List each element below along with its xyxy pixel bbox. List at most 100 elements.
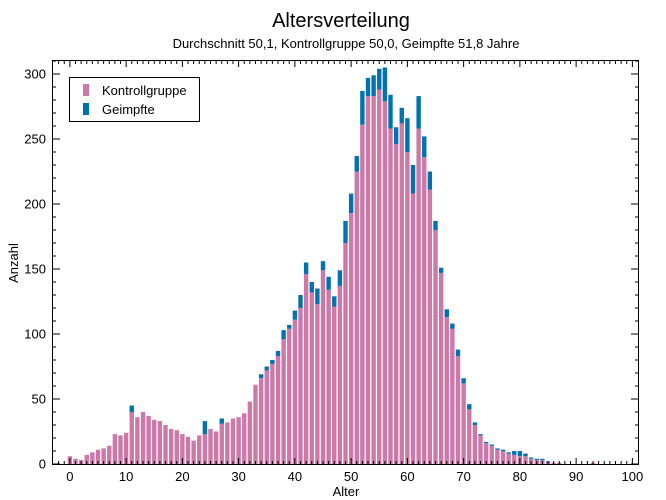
bar-kontrollgruppe-8 <box>112 434 118 464</box>
bar-kontrollgruppe-49 <box>343 243 348 464</box>
bar-geimpfte-11 <box>129 405 134 412</box>
y-tick-label-0: 0 <box>39 457 46 472</box>
bar-kontrollgruppe-28 <box>225 422 230 464</box>
x-tick-label-10: 10 <box>119 469 133 484</box>
bar-kontrollgruppe-52 <box>360 124 365 464</box>
bar-kontrollgruppe-3 <box>84 454 89 464</box>
bar-kontrollgruppe-58 <box>393 144 399 464</box>
bar-geimpfte-41 <box>298 295 303 308</box>
bar-kontrollgruppe-19 <box>174 430 179 464</box>
bar-geimpfte-36 <box>270 360 275 364</box>
bar-geimpfte-46 <box>326 276 331 290</box>
y-tick-label-250: 250 <box>24 132 46 147</box>
bar-kontrollgruppe-73 <box>478 435 483 464</box>
x-axis-label: Alter <box>333 484 360 499</box>
bar-kontrollgruppe-6 <box>101 448 106 464</box>
bar-kontrollgruppe-5 <box>95 449 101 464</box>
bar-geimpfte-40 <box>292 310 298 320</box>
bar-kontrollgruppe-63 <box>422 157 427 464</box>
bar-kontrollgruppe-30 <box>236 417 241 464</box>
bar-kontrollgruppe-4 <box>90 452 95 464</box>
bar-kontrollgruppe-68 <box>450 328 455 464</box>
bar-geimpfte-42 <box>303 262 309 275</box>
bar-kontrollgruppe-35 <box>264 370 269 464</box>
bar-kontrollgruppe-21 <box>185 436 191 464</box>
bar-geimpfte-44 <box>315 288 320 305</box>
legend: Kontrollgruppe Geimpfte <box>69 77 200 122</box>
bar-geimpfte-60 <box>405 118 410 152</box>
bar-kontrollgruppe-25 <box>208 428 213 464</box>
bar-geimpfte-59 <box>399 107 404 124</box>
x-tick-label-90: 90 <box>569 469 583 484</box>
bar-kontrollgruppe-74 <box>483 443 489 464</box>
bar-geimpfte-47 <box>332 296 337 307</box>
bar-geimpfte-71 <box>467 404 472 410</box>
bar-kontrollgruppe-47 <box>332 306 337 464</box>
bar-kontrollgruppe-50 <box>348 213 354 464</box>
bar-kontrollgruppe-22 <box>191 440 196 464</box>
bar-kontrollgruppe-41 <box>298 308 303 464</box>
bar-kontrollgruppe-16 <box>157 421 163 464</box>
x-axis: 0 10 20 30 40 50 60 70 80 90 100 <box>58 61 644 484</box>
bar-kontrollgruppe-57 <box>388 128 393 464</box>
bar-geimpfte-62 <box>416 96 421 129</box>
x-tick-label-0: 0 <box>66 469 73 484</box>
legend-swatch-geimpfte <box>83 103 89 115</box>
bar-kontrollgruppe-67 <box>444 317 449 464</box>
bar-geimpfte-82 <box>528 457 534 459</box>
bar-geimpfte-79 <box>512 451 517 455</box>
bar-geimpfte-56 <box>382 67 388 102</box>
bar-kontrollgruppe-72 <box>472 425 478 464</box>
bar-kontrollgruppe-32 <box>247 401 253 464</box>
bar-kontrollgruppe-81 <box>523 456 528 464</box>
bar-kontrollgruppe-77 <box>500 451 506 464</box>
bar-geimpfte-34 <box>258 374 264 379</box>
bar-kontrollgruppe-15 <box>152 419 157 464</box>
bar-geimpfte-55 <box>377 68 382 90</box>
x-tick-label-80: 80 <box>513 469 527 484</box>
x-tick-label-100: 100 <box>622 469 644 484</box>
bar-geimpfte-75 <box>489 444 494 446</box>
bar-kontrollgruppe-76 <box>495 449 500 464</box>
bar-kontrollgruppe-59 <box>399 123 404 465</box>
bar-geimpfte-52 <box>360 90 365 125</box>
y-tick-label-100: 100 <box>24 327 46 342</box>
bar-kontrollgruppe-62 <box>416 128 421 464</box>
bar-geimpfte-84 <box>540 458 545 461</box>
x-tick-label-40: 40 <box>288 469 302 484</box>
bar-kontrollgruppe-34 <box>258 378 264 464</box>
y-axis-label: Anzahl <box>6 243 21 283</box>
bar-kontrollgruppe-44 <box>315 304 320 464</box>
bar-geimpfte-70 <box>461 378 466 384</box>
bar-geimpfte-51 <box>354 155 359 172</box>
bar-kontrollgruppe-29 <box>230 418 236 464</box>
bar-geimpfte-54 <box>371 75 376 97</box>
bar-geimpfte-39 <box>287 324 292 329</box>
bar-kontrollgruppe-45 <box>320 270 326 464</box>
bar-geimpfte-64 <box>427 171 433 190</box>
bar-kontrollgruppe-7 <box>107 445 112 464</box>
bar-kontrollgruppe-64 <box>427 189 433 464</box>
bar-kontrollgruppe-38 <box>281 339 286 464</box>
bar-kontrollgruppe-43 <box>309 292 314 464</box>
bar-kontrollgruppe-66 <box>438 272 444 464</box>
bar-geimpfte-38 <box>281 330 286 340</box>
bar-geimpfte-45 <box>320 261 326 271</box>
bars-group <box>67 67 596 465</box>
bar-kontrollgruppe-39 <box>287 328 292 464</box>
bar-kontrollgruppe-26 <box>213 431 219 464</box>
bar-geimpfte-48 <box>337 270 343 286</box>
bar-kontrollgruppe-75 <box>489 445 494 464</box>
bar-kontrollgruppe-10 <box>123 432 129 464</box>
bar-kontrollgruppe-48 <box>337 285 343 464</box>
bar-geimpfte-76 <box>495 448 500 450</box>
legend-swatch-kontrollgruppe <box>83 84 89 96</box>
bar-kontrollgruppe-51 <box>354 171 359 464</box>
x-tick-label-50: 50 <box>344 469 358 484</box>
y-tick-label-150: 150 <box>24 262 46 277</box>
bar-geimpfte-57 <box>388 94 393 129</box>
bar-kontrollgruppe-31 <box>242 413 247 464</box>
bar-kontrollgruppe-56 <box>382 101 388 465</box>
bar-geimpfte-63 <box>422 136 427 158</box>
